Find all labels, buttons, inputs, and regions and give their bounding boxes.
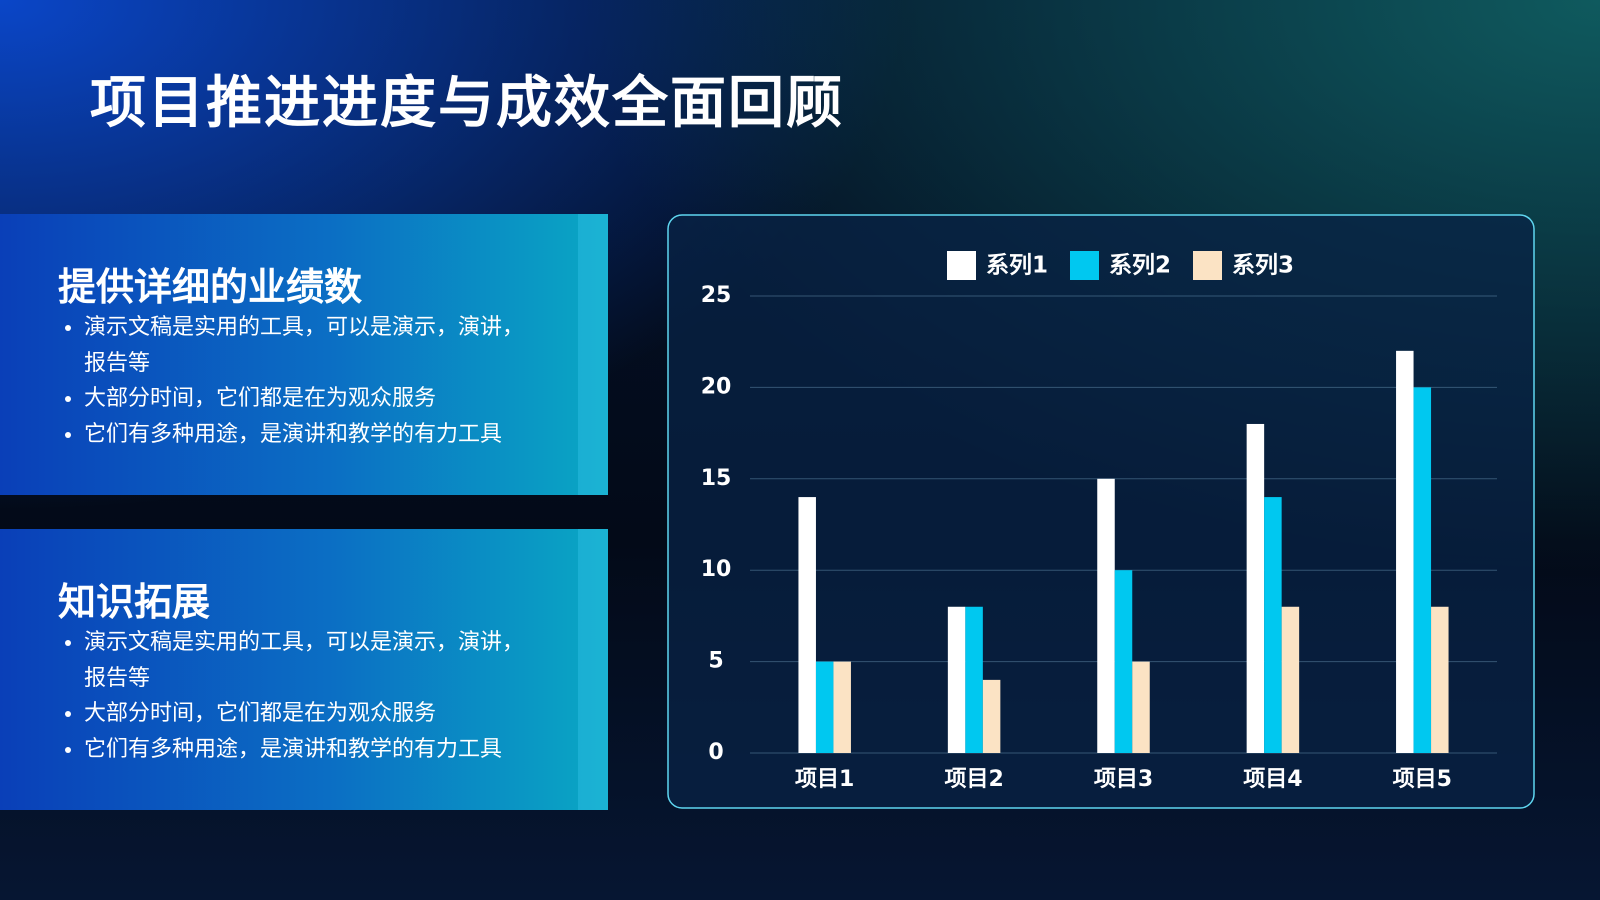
y-tick-label: 10 [701, 557, 732, 582]
legend-swatch [1193, 251, 1222, 280]
y-tick-label: 0 [708, 740, 723, 765]
bar [1132, 661, 1150, 753]
bar [1097, 478, 1115, 753]
bar [798, 497, 816, 753]
bullet-list: 演示文稿是实用的工具，可以是演示，演讲，报告等 大部分时间，它们都是在为观众服务… [60, 310, 534, 453]
panel-heading: 提供详细的业绩数 [58, 265, 363, 309]
y-tick-label: 5 [708, 649, 723, 674]
bar [947, 606, 966, 753]
legend-label: 系列2 [1109, 253, 1171, 279]
bullet: 演示文稿是实用的工具，可以是演示，演讲，报告等 [84, 625, 534, 696]
x-tick-label: 项目4 [1243, 767, 1302, 792]
x-tick-label: 项目2 [944, 767, 1003, 792]
bullet: 大部分时间，它们都是在为观众服务 [84, 696, 534, 732]
bar [1431, 606, 1449, 753]
bullet: 大部分时间，它们都是在为观众服务 [84, 381, 534, 417]
y-tick-label: 15 [701, 466, 732, 491]
bullet: 它们有多种用途，是演讲和教学的有力工具 [84, 417, 534, 453]
slide-title: 项目推进进度与成效全面回顾 [90, 71, 844, 136]
bullet-list: 演示文稿是实用的工具，可以是演示，演讲，报告等 大部分时间，它们都是在为观众服务… [60, 625, 534, 768]
bullet: 它们有多种用途，是演讲和教学的有力工具 [84, 732, 534, 768]
x-tick-label: 项目5 [1393, 767, 1452, 792]
x-tick-label: 项目3 [1094, 767, 1153, 792]
y-tick-label: 25 [701, 283, 732, 308]
y-tick-label: 20 [701, 374, 732, 399]
legend-swatch [947, 251, 976, 280]
bar [1246, 423, 1265, 753]
bullet: 演示文稿是实用的工具，可以是演示，演讲，报告等 [84, 310, 534, 381]
bar [1413, 387, 1432, 753]
info-panel: 提供详细的业绩数 演示文稿是实用的工具，可以是演示，演讲，报告等 大部分时间，它… [0, 214, 608, 495]
bar [815, 661, 834, 753]
legend-label: 系列1 [986, 253, 1048, 279]
bar [965, 606, 983, 753]
legend-label: 系列3 [1232, 253, 1294, 279]
bar [982, 679, 1001, 753]
bar [1281, 606, 1300, 753]
bar [833, 661, 851, 753]
bar [1396, 350, 1414, 753]
panel-heading: 知识拓展 [58, 580, 211, 624]
legend-swatch [1070, 251, 1099, 280]
x-tick-label: 项目1 [795, 767, 854, 792]
info-panel: 知识拓展 演示文稿是实用的工具，可以是演示，演讲，报告等 大部分时间，它们都是在… [0, 529, 608, 810]
bar [1264, 497, 1282, 753]
bar [1114, 570, 1133, 753]
